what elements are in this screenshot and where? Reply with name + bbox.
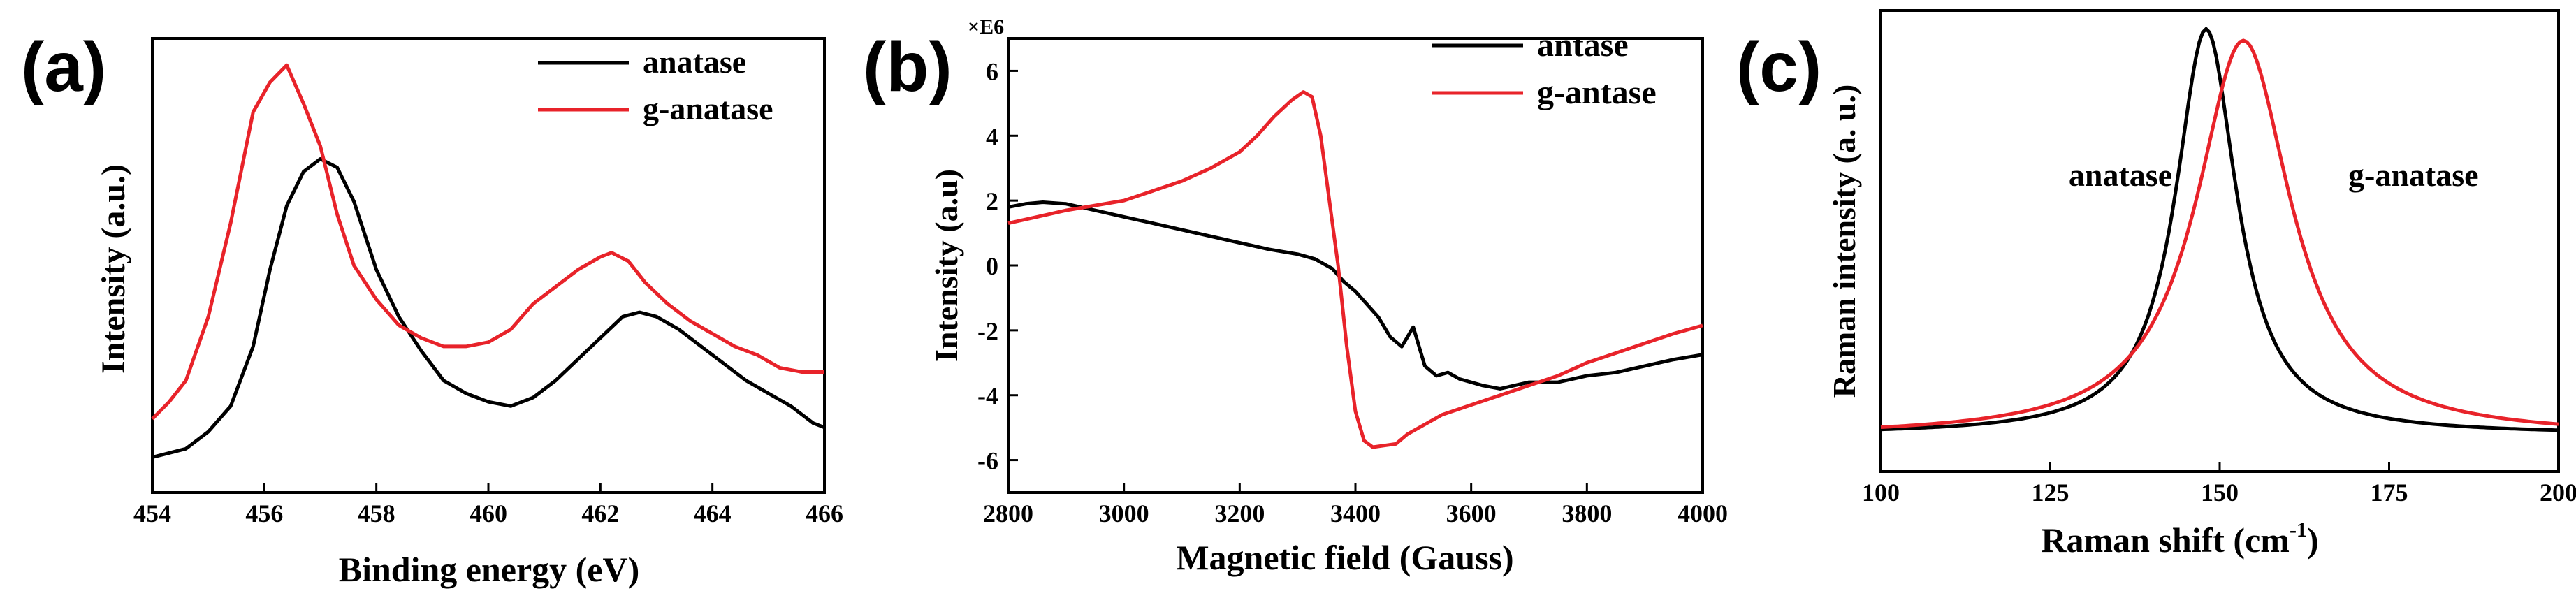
panel-c-series [1880,26,2559,432]
panel-b: (b) ×E6 2800 3000 3200 3400 3600 3800 4000 -6 -4… [863,15,1728,577]
panel-c-xlabel-suffix: ) [2307,520,2319,560]
x-tick-label: 3800 [1562,499,1612,527]
panel-a-series [151,63,825,459]
x-tick-label: 458 [358,499,395,527]
series-line-g-antase [1007,90,1703,449]
x-tick-label: 462 [581,499,619,527]
panel-a-x-ticks: 454 456 458 460 462 464 466 [133,483,843,527]
series-line-anatase [1880,26,2559,432]
panel-c-xlabel: Raman shift (cm-1) [2041,518,2318,560]
x-tick-label: 464 [694,499,732,527]
panel-c-annotation-anatase: anatase [2069,157,2172,193]
panel-b-label: (b) [863,28,952,106]
panel-c-ylabel: Raman intensity (a. u.) [1826,85,1862,398]
x-tick-label: 3000 [1099,499,1149,527]
panel-b-xlabel: Magnetic field (Gauss) [1176,538,1513,577]
y-tick-label: 4 [986,122,998,150]
x-tick-label: 150 [2201,479,2239,506]
panel-b-series [1007,90,1703,449]
panel-c-label: (c) [1736,28,1821,106]
x-tick-label: 466 [806,499,843,527]
x-tick-label: 454 [133,499,171,527]
x-tick-label: 100 [1862,479,1900,506]
x-tick-label: 175 [2371,479,2408,506]
x-tick-label: 125 [2032,479,2069,506]
x-tick-label: 200 [2540,479,2576,506]
y-tick-label: -4 [977,382,998,410]
series-line-g-anatase [151,63,824,421]
y-tick-label: -6 [977,447,998,475]
y-tick-label: 2 [986,187,998,215]
x-tick-label: 3600 [1446,499,1497,527]
y-tick-label: 0 [986,252,998,280]
panel-a-legend: anatase g-anatase [538,44,773,126]
x-tick-label: 4000 [1678,499,1728,527]
x-tick-label: 3400 [1330,499,1381,527]
panel-a: (a) 454 456 458 460 462 464 466 anatase g-anat… [21,28,843,589]
y-tick-label: 6 [986,57,998,85]
x-tick-label: 460 [470,499,507,527]
panel-b-ticks: 2800 3000 3200 3400 3600 3800 4000 -6 -4 -2 0 2 4 6 [977,57,1728,527]
legend-label-g-anatase: g-anatase [643,91,773,126]
panel-c-xlabel-superscript: -1 [2290,518,2307,541]
panel-b-y-multiplier: ×E6 [968,15,1004,38]
y-tick-label: -2 [977,317,998,345]
legend-label-anatase: anatase [643,44,746,80]
panel-b-legend: antase g-antase [1432,27,1657,111]
panel-a-ylabel: Intensity (a.u.) [95,164,132,374]
panel-c-x-ticks: 100 125 150 175 200 [1862,462,2576,506]
x-tick-label: 2800 [983,499,1033,527]
x-tick-label: 3200 [1214,499,1265,527]
panel-a-label: (a) [21,28,106,106]
panel-a-xlabel: Binding energy (eV) [339,550,640,589]
panel-b-ylabel: Intensity (a.u) [929,169,964,362]
legend-label-g-antase: g-antase [1537,74,1657,111]
x-tick-label: 456 [245,499,283,527]
legend-label-antase: antase [1537,27,1629,64]
panel-c: (c) 100 125 150 175 200 anatase g-anatase Ra… [1736,9,2576,560]
panel-c-xlabel-main: Raman shift (cm [2041,520,2290,560]
series-line-g-anatase [1880,38,2559,429]
series-line-anatase [152,157,825,459]
panel-c-annotation-g-anatase: g-anatase [2348,157,2479,193]
